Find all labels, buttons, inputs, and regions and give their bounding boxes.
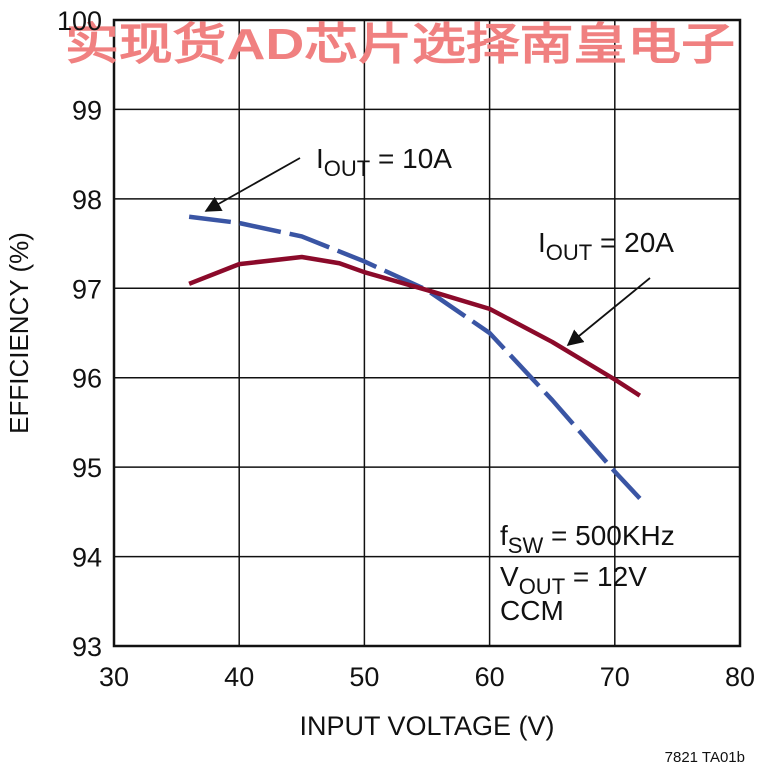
annotation-part: = 20A [592, 227, 674, 258]
annotation-part: I [316, 143, 324, 174]
x-tick-label: 50 [349, 662, 379, 692]
annotation-part: V [500, 561, 519, 592]
series-line [188, 254, 642, 398]
y-tick-label: 96 [72, 364, 102, 394]
y-tick-label: 99 [72, 95, 102, 125]
plot-frame [112, 18, 742, 648]
x-tick-label: 70 [600, 662, 630, 692]
y-tick-label: 95 [72, 453, 102, 483]
y-tick-label: 94 [72, 543, 102, 573]
annotation: IOUT = 10A [316, 143, 452, 181]
annotation-part: OUT [519, 574, 565, 599]
lines [188, 214, 642, 500]
x-axis-label: INPUT VOLTAGE (V) [299, 711, 554, 741]
arrow [204, 157, 301, 212]
x-tick-label: 30 [99, 662, 129, 692]
x-tick-label: 40 [224, 662, 254, 692]
annotation-part: = 500KHz [543, 520, 675, 551]
watermark: 实现货AD芯片选择南皇电子 [65, 20, 735, 69]
arrow [566, 277, 651, 347]
annotation-part: CCM [500, 595, 564, 626]
series-line [188, 214, 642, 500]
annotation-part: = 10A [370, 143, 452, 174]
annotation: fSW = 500KHz [500, 520, 675, 558]
y-tick-label: 98 [72, 185, 102, 215]
annotation-part: I [538, 227, 546, 258]
annotation-part: OUT [546, 240, 592, 265]
grid [113, 19, 741, 647]
annotation-part: = 12V [565, 561, 647, 592]
y-tick-label: 100 [57, 6, 102, 36]
y-tick-label: 93 [72, 632, 102, 662]
footnote: 7821 TA01b [665, 749, 745, 766]
x-tick-label: 60 [475, 662, 505, 692]
x-tick-label: 80 [725, 662, 755, 692]
annotation: IOUT = 20A [538, 227, 674, 265]
annotation: VOUT = 12V [500, 561, 647, 599]
annotation: CCM [500, 595, 564, 626]
annotation-part: SW [508, 533, 544, 558]
y-tick-label: 97 [72, 274, 102, 304]
annotation-part: OUT [324, 156, 370, 181]
annotation-part: f [500, 520, 508, 551]
y-axis-label: EFFICIENCY (%) [4, 232, 34, 434]
